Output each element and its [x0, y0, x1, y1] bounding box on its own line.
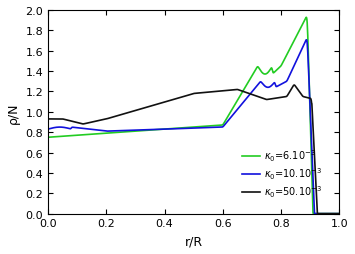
- X-axis label: r/R: r/R: [185, 234, 203, 247]
- Y-axis label: ρ/N: ρ/N: [7, 102, 20, 123]
- Legend: $\kappa_0$=6.10$^{-3}$, $\kappa_0$=10.10$^{-3}$, $\kappa_0$=50.10$^{-3}$: $\kappa_0$=6.10$^{-3}$, $\kappa_0$=10.10…: [239, 144, 326, 203]
